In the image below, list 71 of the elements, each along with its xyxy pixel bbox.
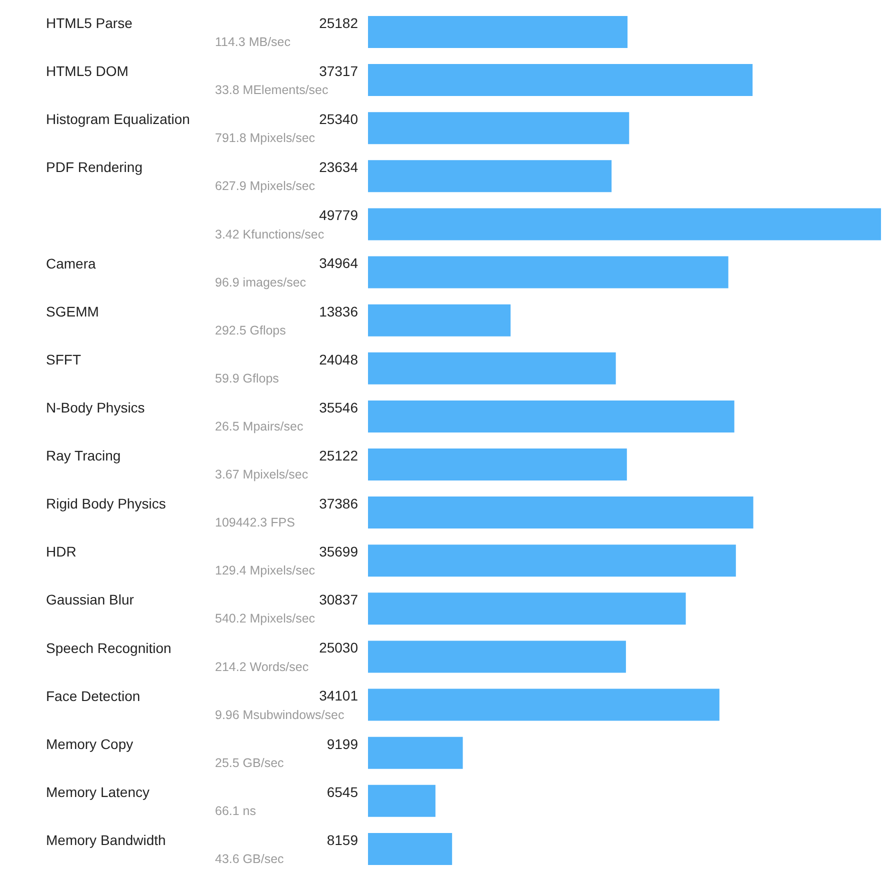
bar (368, 112, 630, 144)
data-label: 35699 (319, 544, 358, 560)
y-tick-label: PDF Rendering (46, 159, 142, 176)
bar (368, 640, 626, 673)
data-label: 13836 (319, 303, 358, 320)
data-label: 34964 (319, 255, 358, 272)
bar (368, 160, 612, 192)
y-tick-label: SFFT (46, 351, 82, 368)
y-tick-label: Face Detection (46, 688, 140, 704)
data-label: 25340 (319, 111, 358, 128)
text: 96.9 images/sec (215, 275, 306, 290)
y-tick-label: Memory Bandwidth (46, 832, 166, 848)
y-tick-label: Rigid Body Physics (46, 496, 166, 512)
text: 3.42 Kfunctions/sec (215, 227, 324, 242)
data-label: 30837 (319, 592, 358, 608)
data-label: 34101 (319, 688, 358, 704)
data-label: 37317 (319, 63, 358, 80)
text: 214.2 Words/sec (215, 660, 309, 674)
text: 109442.3 FPS (215, 516, 295, 530)
text: 66.1 ns (215, 804, 256, 818)
bar (368, 352, 616, 384)
text: 292.5 Gflops (215, 323, 286, 338)
data-label: 23634 (319, 159, 358, 176)
data-label: 9199 (326, 736, 358, 752)
data-label: 35546 (319, 399, 358, 416)
bar (368, 832, 452, 865)
y-tick-label: HDR (46, 544, 76, 560)
text: 33.8 MElements/sec (215, 83, 328, 98)
bar (368, 736, 463, 769)
bar (368, 304, 511, 336)
y-tick-label: Gaussian Blur (46, 592, 134, 608)
data-label: 8159 (326, 832, 358, 848)
text: 43.6 GB/sec (215, 852, 284, 866)
data-label: 37386 (319, 496, 358, 512)
text: 114.3 MB/sec (215, 35, 291, 50)
bar (368, 688, 720, 721)
bar (368, 592, 686, 625)
text: 627.9 Mpixels/sec (215, 179, 316, 194)
text: 129.4 Mpixels/sec (215, 564, 316, 578)
y-tick-label: N-Body Physics (46, 399, 145, 416)
text: 791.8 Mpixels/sec (215, 131, 316, 146)
bar (368, 64, 753, 96)
text: 59.9 Gflops (215, 371, 279, 386)
bar (368, 256, 728, 288)
data-label: 25182 (319, 14, 358, 31)
y-tick-label: SGEMM (46, 303, 99, 320)
data-label: 24048 (319, 351, 358, 368)
data-label: 25122 (319, 447, 358, 464)
bar (368, 208, 881, 240)
data-label: 49779 (319, 207, 358, 224)
text: 26.5 Mpairs/sec (215, 419, 304, 434)
y-tick-label: Memory Latency (46, 784, 150, 800)
bar (368, 544, 736, 577)
bar (368, 496, 754, 529)
bar (368, 784, 436, 817)
bar (368, 400, 734, 432)
text: 25.5 GB/sec (215, 756, 284, 770)
y-tick-label: Memory Copy (46, 736, 134, 752)
text: 540.2 Mpixels/sec (215, 612, 316, 626)
text: 3.67 Mpixels/sec (215, 468, 308, 482)
y-tick-label: Camera (46, 255, 96, 272)
y-tick-label: HTML5 DOM (46, 63, 128, 80)
text: 9.96 Msubwindows/sec (215, 708, 344, 722)
bar (368, 448, 627, 480)
y-tick-label: Speech Recognition (46, 640, 172, 656)
y-tick-label: Histogram Equalization (46, 111, 190, 128)
data-label: 6545 (326, 784, 358, 800)
bar (368, 16, 628, 48)
y-tick-label: HTML5 Parse (46, 15, 133, 32)
y-tick-label: Ray Tracing (46, 448, 121, 464)
data-label: 25030 (319, 640, 358, 656)
